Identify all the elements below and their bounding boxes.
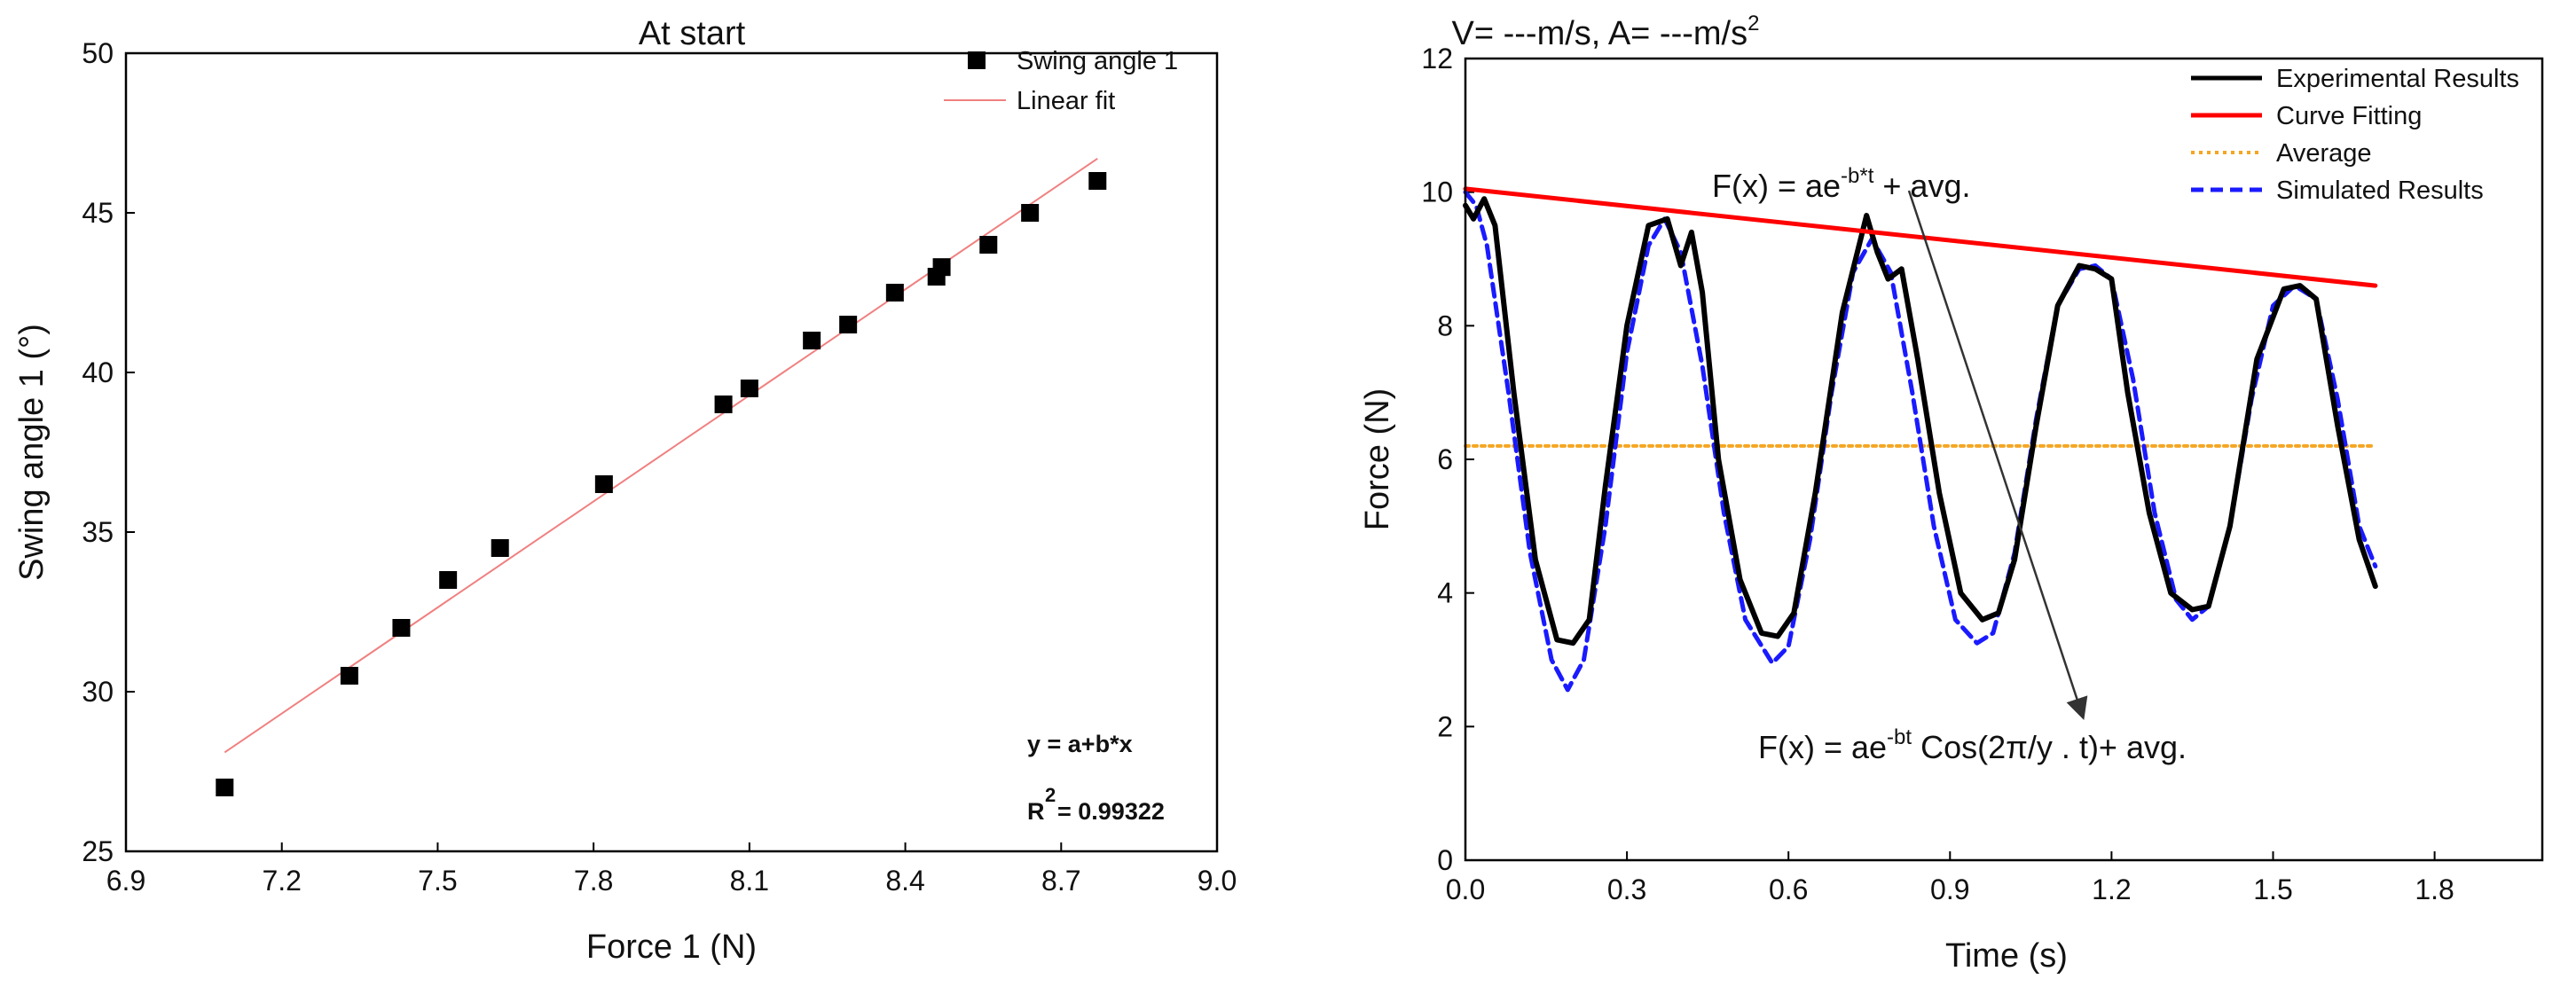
right-chart: V= ---m/s, A= ---m/s2 0.0 0.3 0.6 0.9 1.2 1.5… [1359,12,2544,975]
scatter-point-7 [740,380,758,397]
series-line-curve-fitting [1463,186,2378,288]
eq2-exponent: -bt [1887,725,1912,749]
left-y-tick-label-3: 40 [82,356,114,388]
left-x-tick-label-3: 7.8 [574,865,613,897]
right-chart-title: V= ---m/s, A= ---m/s2 [1452,12,1760,52]
left-chart-title: At start [639,15,746,52]
legend-label-swing-angle: Swing angle 1 [1017,47,1178,75]
exponential-fit-equation: F(x) = ae-b*t + avg. [1712,164,1970,204]
right-y-tick-label-0: 0 [1437,844,1453,876]
right-y-tick-label-1: 2 [1437,710,1453,742]
left-y-tick-label-0: 25 [82,835,114,867]
right-title-superscript: 2 [1747,12,1759,35]
right-x-tick-label-4: 1.2 [2092,873,2131,905]
left-x-tick-label-7: 9.0 [1198,865,1237,897]
eq1-prefix: F(x) = ae [1712,168,1841,204]
scatter-point-14 [1021,204,1040,222]
left-chart: At start 6.9 7.2 7.5 7.8 8.1 8.4 8.7 9.0 25 30 35 4… [13,15,1237,966]
right-x-tick-label-5: 1.5 [2253,873,2292,905]
r-squared-value: = 0.99322 [1057,798,1165,825]
right-x-tick-label-2: 0.6 [1769,873,1808,905]
right-title-text: V= ---m/s, A= ---m/s [1452,15,1748,52]
right-y-tick-label-4: 8 [1437,309,1453,341]
eq1-exponent: -b*t [1841,164,1874,188]
left-x-tick-label-4: 8.1 [730,865,769,897]
annotation-arrow [1907,190,2088,720]
legend-label-average: Average [2276,139,2372,168]
right-x-tick-label-0: 0.0 [1446,873,1485,905]
linear-fit-line [224,157,1098,754]
scatter-point-10 [885,284,904,302]
left-plot-frame [124,51,1219,853]
right-y-tick-label-6: 12 [1421,43,1453,74]
r-squared-exponent: 2 [1045,784,1056,806]
scatter-point-13 [979,236,998,254]
right-legend: Experimental Results Curve Fitting Avera… [2191,65,2519,205]
left-x-tick-label-2: 7.5 [418,865,457,897]
legend-label-experimental: Experimental Results [2276,65,2519,93]
scatter-point-3 [439,571,458,589]
left-legend: Swing angle 1 Linear fit [944,47,1178,115]
legend-label-simulated: Simulated Results [2276,176,2484,205]
left-x-tick-label-0: 6.9 [106,865,145,897]
legend-label-curve-fitting: Curve Fitting [2276,102,2422,130]
left-x-tick-label-1: 7.2 [262,865,301,897]
scatter-point-12 [932,258,951,277]
left-fit-line-group [224,157,1098,754]
scatter-point-15 [1088,172,1107,190]
right-x-tick-label-1: 0.3 [1607,873,1646,905]
left-y-tick-label-4: 45 [82,197,114,229]
legend-marker-swing-angle [968,51,986,69]
scatter-point-9 [839,316,858,333]
right-x-tick-label-6: 1.8 [2415,873,2454,905]
right-y-axis-label: Force (N) [1359,388,1396,530]
r-squared-label: R [1027,798,1045,825]
eq2-prefix: F(x) = ae [1758,729,1887,765]
right-y-tick-label-3: 6 [1437,443,1453,475]
right-x-tick-label-3: 0.9 [1930,873,1969,905]
left-y-tick-label-5: 50 [82,37,114,69]
scatter-point-1 [340,667,358,685]
right-ticks: 0.0 0.3 0.6 0.9 1.2 1.5 1.8 0 2 4 6 8 10 12 [1421,43,2454,905]
left-x-axis-label: Force 1 (N) [586,928,757,966]
left-y-axis-label: Swing angle 1 (°) [13,324,51,581]
left-y-tick-label-1: 30 [82,676,114,708]
series-line-simulated-results [1463,190,2378,693]
left-x-tick-label-5: 8.4 [885,865,924,897]
right-series-lines [1463,186,2378,693]
right-plot-frame [1464,57,2544,862]
left-x-tick-label-6: 8.7 [1041,865,1080,897]
scatter-point-2 [392,619,411,637]
fit-equation: y = a+b*x [1027,731,1133,757]
eq2-suffix: Cos(2π/y . t)+ avg. [1912,729,2187,765]
right-x-axis-label: Time (s) [1945,937,2068,975]
left-y-tick-label-2: 35 [82,516,114,548]
eq1-suffix: + avg. [1873,168,1970,204]
series-line-experimental-results [1463,196,2378,646]
scatter-point-0 [216,779,234,796]
scatter-point-4 [491,539,509,557]
legend-label-linear-fit: Linear fit [1017,87,1115,115]
cosine-fit-equation: F(x) = ae-bt Cos(2π/y . t)+ avg. [1758,725,2187,765]
scatter-point-5 [594,475,613,493]
scatter-point-8 [803,332,821,349]
right-y-tick-label-5: 10 [1421,176,1453,208]
scatter-point-6 [714,396,733,413]
left-scatter-points [216,172,1107,796]
left-ticks: 6.9 7.2 7.5 7.8 8.1 8.4 8.7 9.0 25 30 35 40 45 50 [82,37,1237,897]
right-y-tick-label-2: 4 [1437,577,1453,609]
